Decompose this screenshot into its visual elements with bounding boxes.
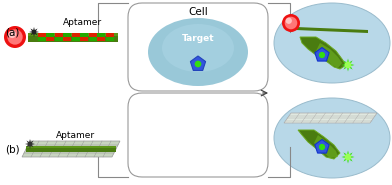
Text: (b): (b) bbox=[5, 144, 20, 154]
Text: Aptamer: Aptamer bbox=[62, 18, 102, 27]
Circle shape bbox=[345, 154, 352, 161]
Bar bbox=[80, 33, 88, 37]
FancyBboxPatch shape bbox=[128, 3, 268, 91]
Polygon shape bbox=[296, 27, 368, 33]
Circle shape bbox=[345, 61, 352, 68]
Polygon shape bbox=[300, 37, 346, 69]
Bar bbox=[89, 33, 96, 37]
Polygon shape bbox=[191, 56, 206, 70]
Polygon shape bbox=[284, 113, 377, 123]
Polygon shape bbox=[28, 33, 118, 36]
Polygon shape bbox=[315, 48, 329, 61]
Ellipse shape bbox=[274, 98, 390, 178]
Ellipse shape bbox=[148, 18, 248, 86]
Polygon shape bbox=[26, 146, 116, 152]
Bar bbox=[55, 33, 63, 37]
Polygon shape bbox=[316, 43, 342, 68]
Circle shape bbox=[4, 26, 26, 48]
FancyBboxPatch shape bbox=[128, 93, 268, 177]
Bar bbox=[38, 37, 46, 41]
Bar bbox=[72, 37, 80, 41]
Bar bbox=[80, 37, 88, 41]
Ellipse shape bbox=[274, 3, 390, 83]
Circle shape bbox=[7, 29, 23, 45]
Text: Aptamer: Aptamer bbox=[56, 131, 95, 140]
Polygon shape bbox=[25, 139, 35, 149]
Polygon shape bbox=[314, 135, 338, 158]
Polygon shape bbox=[22, 141, 120, 157]
Circle shape bbox=[319, 52, 325, 58]
Circle shape bbox=[285, 17, 297, 29]
Bar bbox=[64, 33, 71, 37]
Bar bbox=[38, 33, 46, 37]
Text: (a): (a) bbox=[5, 27, 19, 37]
Bar bbox=[46, 37, 54, 41]
Bar bbox=[105, 33, 114, 37]
Polygon shape bbox=[28, 33, 118, 41]
Polygon shape bbox=[341, 151, 354, 164]
Bar bbox=[55, 37, 63, 41]
Bar bbox=[105, 37, 114, 41]
Circle shape bbox=[286, 18, 292, 24]
Text: Target: Target bbox=[181, 33, 214, 43]
Bar bbox=[89, 37, 96, 41]
Polygon shape bbox=[29, 27, 39, 37]
Bar bbox=[46, 33, 54, 37]
Polygon shape bbox=[298, 130, 340, 159]
Polygon shape bbox=[26, 146, 116, 148]
Bar bbox=[97, 33, 105, 37]
Circle shape bbox=[319, 144, 325, 150]
Bar bbox=[97, 37, 105, 41]
Polygon shape bbox=[341, 58, 354, 71]
Polygon shape bbox=[315, 139, 329, 153]
Circle shape bbox=[8, 30, 16, 38]
Bar bbox=[72, 33, 80, 37]
Circle shape bbox=[282, 14, 300, 32]
Circle shape bbox=[195, 61, 201, 67]
Text: Cell: Cell bbox=[188, 7, 208, 17]
Bar bbox=[64, 37, 71, 41]
Ellipse shape bbox=[162, 24, 234, 72]
